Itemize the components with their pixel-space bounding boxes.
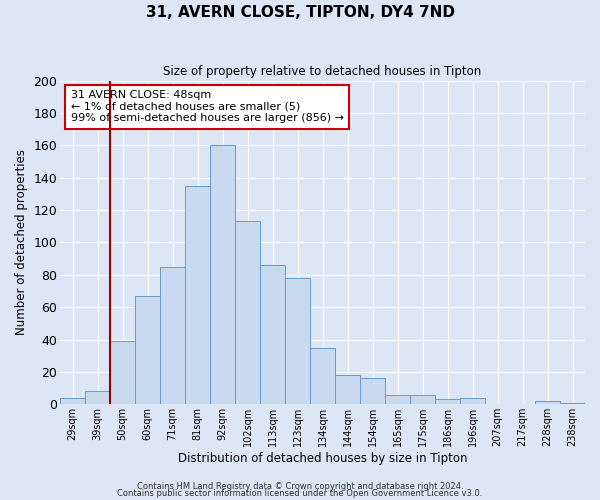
Bar bbox=[335, 375, 360, 404]
Bar bbox=[285, 278, 310, 404]
Bar bbox=[535, 401, 560, 404]
Bar bbox=[435, 400, 460, 404]
Bar bbox=[310, 348, 335, 405]
Bar bbox=[135, 296, 160, 405]
Bar bbox=[385, 394, 410, 404]
Bar bbox=[260, 265, 285, 404]
Bar bbox=[360, 378, 385, 404]
Text: 31, AVERN CLOSE, TIPTON, DY4 7ND: 31, AVERN CLOSE, TIPTON, DY4 7ND bbox=[146, 5, 455, 20]
Title: Size of property relative to detached houses in Tipton: Size of property relative to detached ho… bbox=[163, 65, 482, 78]
Bar bbox=[60, 398, 85, 404]
Bar bbox=[560, 402, 585, 404]
Text: Contains public sector information licensed under the Open Government Licence v3: Contains public sector information licen… bbox=[118, 489, 482, 498]
Bar bbox=[410, 394, 435, 404]
Bar bbox=[85, 392, 110, 404]
X-axis label: Distribution of detached houses by size in Tipton: Distribution of detached houses by size … bbox=[178, 452, 467, 465]
Text: Contains HM Land Registry data © Crown copyright and database right 2024.: Contains HM Land Registry data © Crown c… bbox=[137, 482, 463, 491]
Text: 31 AVERN CLOSE: 48sqm
← 1% of detached houses are smaller (5)
99% of semi-detach: 31 AVERN CLOSE: 48sqm ← 1% of detached h… bbox=[71, 90, 344, 124]
Bar bbox=[210, 146, 235, 404]
Bar bbox=[185, 186, 210, 404]
Y-axis label: Number of detached properties: Number of detached properties bbox=[15, 150, 28, 336]
Bar bbox=[235, 222, 260, 404]
Bar bbox=[460, 398, 485, 404]
Bar bbox=[160, 266, 185, 404]
Bar bbox=[110, 341, 135, 404]
